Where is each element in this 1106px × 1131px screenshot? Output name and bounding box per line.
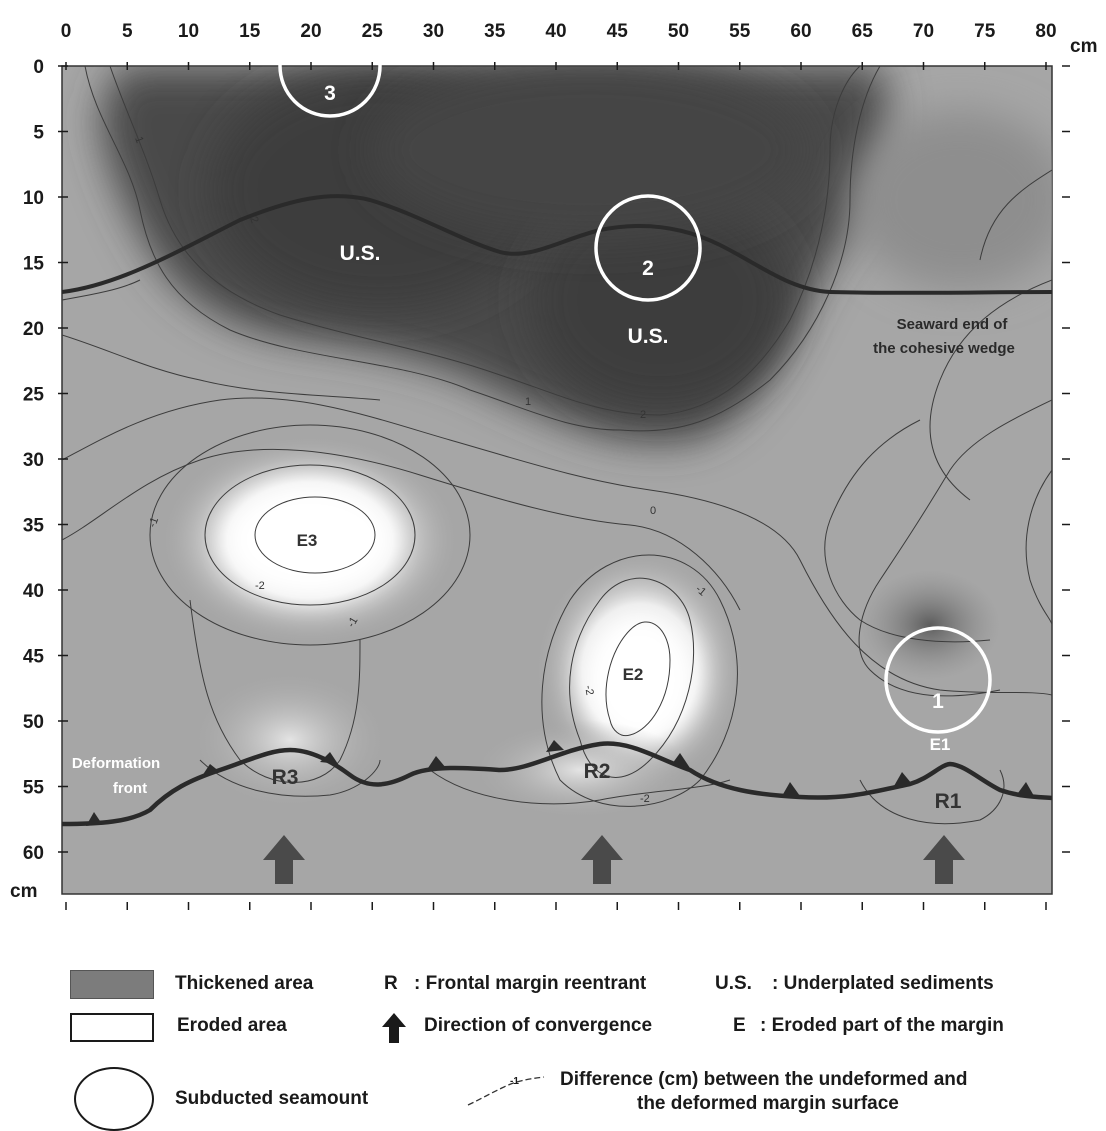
contour-value: -1 [147, 516, 162, 529]
contour-value: 2 [640, 409, 646, 421]
legend: Thickened area Eroded area Subducted sea… [0, 955, 1106, 1131]
contour-value: -2 [255, 580, 265, 592]
deformation-front-label-line1: Deformation [72, 755, 160, 772]
deformation-front-line [62, 741, 1052, 827]
x-tick-label: 40 [545, 21, 566, 42]
legend-difference-line2: the deformed margin surface [637, 1093, 899, 1114]
convergence-arrow-icon [382, 1013, 406, 1043]
x-tick-label: 20 [300, 21, 321, 42]
eroded-zone-r2 [470, 720, 690, 820]
x-tick-label: 65 [852, 21, 874, 42]
y-tick-label: 50 [23, 712, 44, 733]
legend-us-key: U.S. [715, 973, 752, 994]
seamount-3-label: 3 [324, 82, 336, 105]
y-tick-label: 55 [23, 778, 45, 799]
seaward-end-label-line2: the cohesive wedge [873, 340, 1015, 357]
legend-us-desc: : Underplated sediments [772, 973, 994, 994]
legend-eroded-label: Eroded area [177, 1015, 287, 1036]
x-tick-label: 15 [239, 21, 261, 42]
contour-lines [62, 66, 1052, 825]
y-tick-label: 0 [33, 57, 44, 78]
x-tick-label: 5 [122, 21, 133, 42]
arrow-up-icon [581, 835, 623, 884]
legend-thickened-label: Thickened area [175, 973, 314, 994]
x-tick-label: 70 [913, 21, 934, 42]
eroded-label-e1: E1 [930, 735, 951, 754]
y-tick-label: 45 [23, 647, 45, 668]
x-tick-label: 75 [974, 21, 996, 42]
x-tick-label: 60 [790, 21, 811, 42]
x-tick-label: 55 [729, 21, 751, 42]
legend-e-key: E [733, 1015, 746, 1036]
legend-difference-line1: Difference (cm) between the undeformed a… [560, 1069, 968, 1090]
legend-convergence-label: Direction of convergence [424, 1015, 653, 1036]
y-tick-label: 5 [33, 123, 44, 144]
eroded-core-e2 [585, 615, 695, 745]
reentrant-label-r2: R2 [584, 760, 611, 783]
y-tick-label: 20 [23, 319, 44, 340]
contour-value: 2 [247, 215, 260, 225]
x-tick-label: 45 [607, 21, 629, 42]
x-tick-label: 30 [423, 21, 444, 42]
x-axis-unit: cm [1070, 36, 1097, 57]
legend-seamount-label: Subducted seamount [175, 1088, 369, 1109]
y-tick-label: 35 [23, 516, 45, 537]
deformation-map: 3 2 1 U.S. U.S. E3 E2 E1 R3 R2 R1 Deform… [10, 14, 1098, 910]
contour-value: 1 [132, 135, 145, 145]
thickened-area-swatch [70, 970, 154, 999]
thickened-core-top [370, 66, 810, 240]
y-tick-label: 30 [23, 450, 44, 471]
legend-e-desc: : Eroded part of the margin [760, 1015, 1004, 1036]
x-tick-label: 35 [484, 21, 506, 42]
contour-value: 1 [525, 396, 531, 408]
eroded-label-e2: E2 [623, 665, 644, 684]
eroded-zone-r3 [190, 670, 390, 810]
axes: 0 5 10 15 20 25 30 35 40 45 50 55 60 65 70 75 80cm051015… [10, 21, 1097, 910]
x-tick-label: 10 [178, 21, 199, 42]
deformation-front-label-line2: front [113, 780, 147, 797]
seamount-1-label: 1 [932, 690, 944, 713]
contour-line-icon [467, 1076, 545, 1106]
underplated-label-left: U.S. [340, 242, 381, 265]
seamount-3-circle [278, 14, 382, 118]
eroded-label-e3: E3 [297, 531, 318, 550]
contour-value: -2 [582, 684, 596, 696]
convergence-arrows [263, 835, 965, 884]
y-tick-label: 40 [23, 581, 44, 602]
seamount-1-circle [884, 626, 992, 734]
arrow-up-icon [923, 835, 965, 884]
legend-r-desc: : Frontal margin reentrant [414, 973, 647, 994]
x-tick-label: 50 [668, 21, 689, 42]
eroded-core-e3 [225, 485, 395, 595]
legend-r-key: R [384, 973, 398, 994]
y-tick-label: 60 [23, 843, 44, 864]
arrow-up-icon [263, 835, 305, 884]
contour-value: -2 [640, 793, 650, 805]
reentrant-label-r1: R1 [935, 790, 962, 813]
seamount-2-circle [594, 194, 702, 302]
y-tick-label: 10 [23, 188, 44, 209]
seamount-circle-icon [74, 1067, 154, 1131]
y-tick-label: 25 [23, 385, 45, 406]
light-zone-right [850, 110, 1052, 290]
x-tick-label: 80 [1035, 21, 1056, 42]
reentrant-label-r3: R3 [272, 766, 299, 789]
y-axis-unit: cm [10, 881, 37, 902]
contour-value: 0 [650, 505, 656, 517]
seamount-2-label: 2 [642, 257, 654, 280]
underplated-label-right: U.S. [628, 325, 669, 348]
x-tick-label: 25 [362, 21, 384, 42]
x-tick-label: 0 [61, 21, 72, 42]
seaward-end-label-line1: Seaward end of [897, 316, 1009, 333]
thickened-area-e1 [860, 570, 1000, 680]
eroded-area-swatch [70, 1013, 154, 1042]
deformation-front-barbs [86, 740, 1034, 826]
legend-contour-sample: -1 [510, 1076, 519, 1087]
y-tick-label: 15 [23, 254, 45, 275]
seaward-end-line [62, 194, 1052, 295]
